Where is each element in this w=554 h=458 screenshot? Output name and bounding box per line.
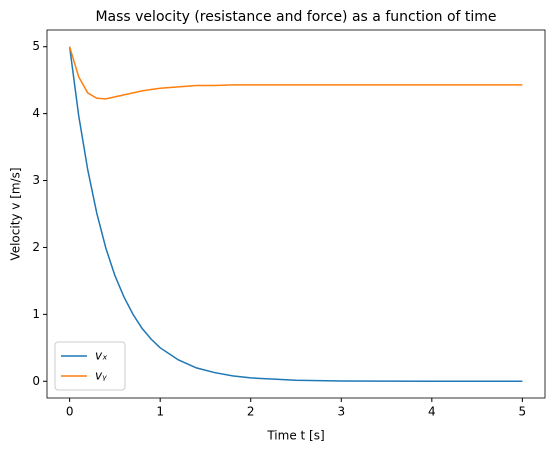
series-line	[68, 46, 523, 100]
chart-title: Mass velocity (resistance and force) as …	[95, 9, 496, 25]
y-tick-label: 5	[32, 39, 40, 53]
y-tick-label: 4	[32, 106, 40, 120]
legend-box	[54, 341, 126, 391]
x-tick-label: 3	[337, 405, 345, 419]
y-tick-label: 3	[32, 173, 40, 187]
x-tick-label: 4	[428, 405, 436, 419]
x-axis-label: Time t [s]	[266, 429, 324, 443]
series-line	[68, 46, 523, 383]
legend-label: vᵧ	[95, 369, 107, 383]
x-tick-label: 1	[156, 405, 164, 419]
y-tick-label: 2	[32, 240, 40, 254]
y-tick-label: 0	[32, 374, 40, 388]
x-tick-label: 0	[66, 405, 74, 419]
plot-frame	[46, 29, 546, 399]
legend-label: vₓ	[95, 349, 107, 363]
y-axis-label: Velocity v [m/s]	[9, 167, 23, 260]
x-tick-label: 5	[519, 405, 527, 419]
x-tick-label: 2	[247, 405, 255, 419]
y-tick-label: 1	[32, 307, 40, 321]
